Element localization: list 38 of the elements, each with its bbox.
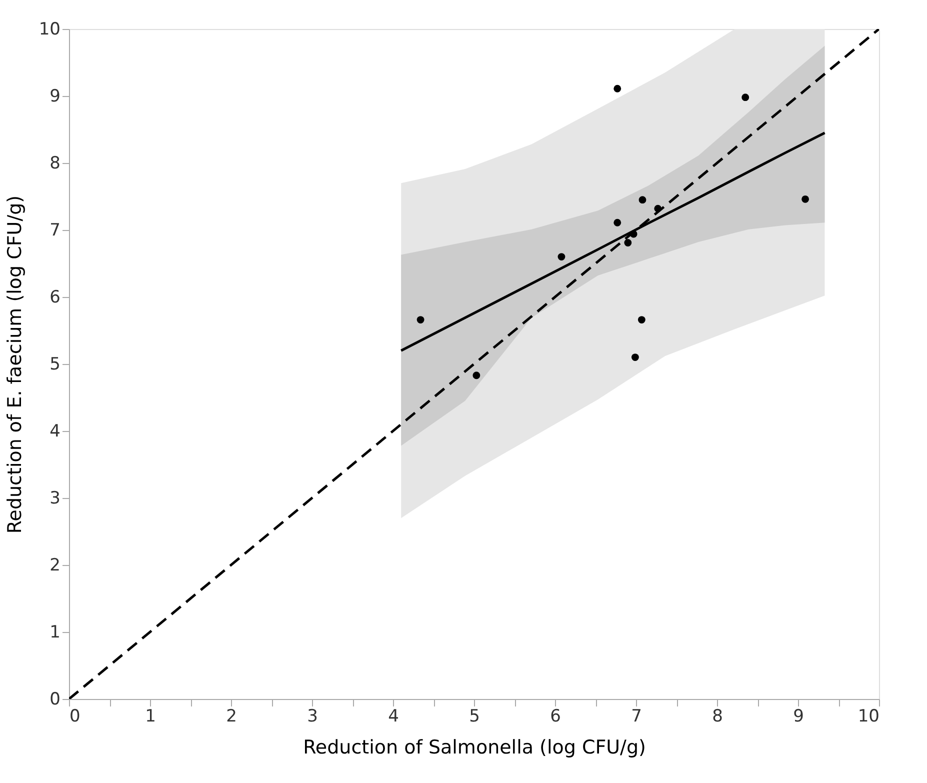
y-tick-label: 6 <box>50 288 60 308</box>
y-tick-label: 3 <box>50 488 60 508</box>
x-tick-label: 3 <box>307 706 318 726</box>
y-tick-label: 4 <box>50 422 60 442</box>
y-tick-label: 9 <box>50 86 60 106</box>
point <box>742 94 750 102</box>
x-axis-title: Reduction of Salmonella (log CFU/g) <box>303 736 646 758</box>
point <box>416 316 424 324</box>
point <box>558 253 566 260</box>
x-tick-label: 7 <box>631 706 642 726</box>
point <box>638 196 646 204</box>
point <box>630 230 638 238</box>
y-tick-label: 7 <box>50 220 60 240</box>
x-tick-label: 6 <box>550 706 561 726</box>
x-tick-label: 10 <box>858 706 880 726</box>
y-tick-label: 8 <box>50 154 60 174</box>
point <box>472 372 480 380</box>
x-tick-label: 9 <box>793 706 804 726</box>
point <box>802 195 809 203</box>
y-tick-label: 2 <box>50 556 60 576</box>
y-tick-label: 0 <box>50 690 60 710</box>
x-tick-label: 0 <box>70 706 80 726</box>
point <box>631 354 639 361</box>
x-tick-label: 8 <box>712 706 723 726</box>
x-tick-label: 5 <box>469 706 480 726</box>
point <box>624 239 632 246</box>
point <box>654 204 662 212</box>
line-series <box>400 132 826 352</box>
point <box>614 218 622 226</box>
point <box>614 84 622 92</box>
y-tick-label: 10 <box>38 20 60 40</box>
y-axis-title: Reduction of E. faecium (log CFU/g) <box>4 195 26 534</box>
point <box>638 316 646 324</box>
x-tick-label: 4 <box>388 706 399 726</box>
x-tick-label: 1 <box>145 706 156 726</box>
y-tick-label: 5 <box>50 354 60 374</box>
y-tick-label: 1 <box>50 622 60 642</box>
x-tick-label: 2 <box>226 706 237 726</box>
